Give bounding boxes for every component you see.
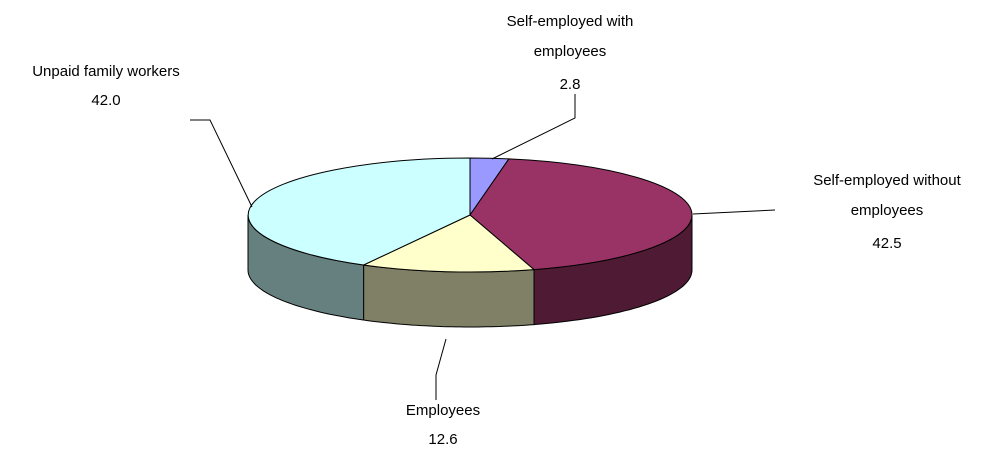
leader-self-employed-without-employees: [692, 209, 776, 215]
slice-labels: Self-employed with employees 2.8 Self-em…: [32, 13, 961, 448]
slice-value-unpaid-family-workers: 42.0: [91, 92, 120, 109]
leader-lines: [190, 94, 776, 400]
leader-unpaid-family-workers: [190, 119, 253, 208]
slice-label-self-employed-without-employees-line2: employees: [851, 202, 924, 219]
slice-value-employees: 12.6: [428, 431, 457, 448]
slice-label-self-employed-without-employees: Self-employed without: [813, 172, 961, 189]
pie-slice-employees: [361, 214, 536, 273]
slice-label-self-employed-with-employees-line2: employees: [534, 43, 607, 60]
pie-slice-unpaid-family-workers: [247, 157, 471, 266]
slice-value-self-employed-with-employees: 2.8: [560, 76, 581, 93]
slice-label-self-employed-with-employees: Self-employed with: [507, 13, 634, 30]
leader-self-employed-with-employees: [491, 94, 576, 160]
pie-slice-self-employed-without-employees: [469, 158, 693, 271]
slice-label-employees: Employees: [406, 402, 480, 419]
slice-label-unpaid-family-workers: Unpaid family workers: [32, 63, 180, 80]
leader-employees: [435, 338, 447, 400]
slice-value-self-employed-without-employees: 42.5: [872, 235, 901, 252]
pie-side-employees: [363, 264, 535, 328]
pie-sides: [247, 214, 693, 328]
pie-tops: [247, 157, 693, 273]
